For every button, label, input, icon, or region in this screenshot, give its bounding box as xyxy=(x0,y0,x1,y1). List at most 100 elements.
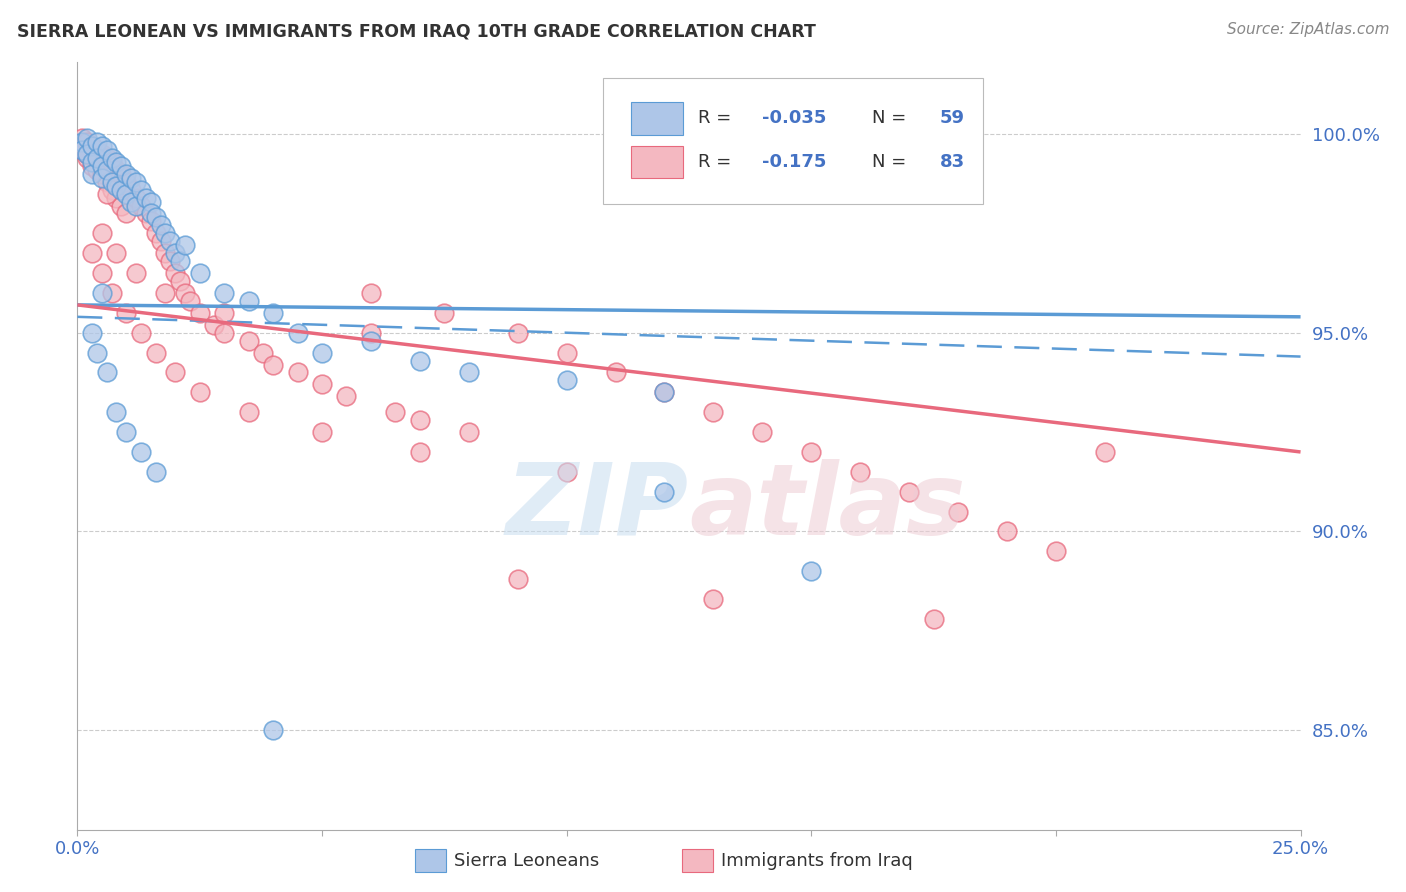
Point xyxy=(110,159,132,173)
Text: Source: ZipAtlas.com: Source: ZipAtlas.com xyxy=(1226,22,1389,37)
Point xyxy=(86,345,108,359)
Point xyxy=(115,206,138,220)
Point xyxy=(80,139,103,153)
Text: Sierra Leoneans: Sierra Leoneans xyxy=(454,852,599,870)
Point xyxy=(90,167,112,181)
Point xyxy=(76,151,98,165)
Point xyxy=(139,194,162,209)
Point xyxy=(360,334,382,348)
Text: -0.175: -0.175 xyxy=(762,153,827,171)
Point xyxy=(311,345,333,359)
Point xyxy=(96,175,118,189)
Point xyxy=(100,151,122,165)
Point xyxy=(165,246,187,260)
Point xyxy=(174,238,197,252)
Point xyxy=(96,143,118,157)
Point xyxy=(90,139,112,153)
Point xyxy=(605,366,627,380)
Point xyxy=(165,366,187,380)
Point xyxy=(174,285,197,300)
Text: N =: N = xyxy=(873,153,912,171)
Bar xyxy=(631,146,683,178)
Point xyxy=(1045,544,1067,558)
Point xyxy=(76,135,98,149)
Point xyxy=(129,445,152,459)
Point xyxy=(159,254,181,268)
Point xyxy=(105,162,128,177)
Point xyxy=(145,227,167,241)
Point xyxy=(898,484,921,499)
Text: -0.035: -0.035 xyxy=(762,110,827,128)
Point xyxy=(155,227,177,241)
Point xyxy=(335,389,357,403)
Point xyxy=(70,143,93,157)
Point xyxy=(149,219,172,233)
Text: 59: 59 xyxy=(939,110,965,128)
Point xyxy=(110,198,132,212)
Text: SIERRA LEONEAN VS IMMIGRANTS FROM IRAQ 10TH GRADE CORRELATION CHART: SIERRA LEONEAN VS IMMIGRANTS FROM IRAQ 1… xyxy=(17,22,815,40)
Point xyxy=(115,425,138,439)
Point xyxy=(139,214,162,228)
Point xyxy=(409,445,432,459)
Point xyxy=(120,194,142,209)
Point xyxy=(90,146,112,161)
Point xyxy=(212,306,235,320)
Point xyxy=(125,191,148,205)
Point xyxy=(100,285,122,300)
Point xyxy=(457,366,479,380)
Point xyxy=(80,154,103,169)
Point xyxy=(70,143,93,157)
Point xyxy=(995,524,1018,539)
Point xyxy=(159,235,181,249)
Point xyxy=(287,366,309,380)
Text: R =: R = xyxy=(697,110,737,128)
Point xyxy=(80,167,103,181)
Point xyxy=(76,131,98,145)
Point xyxy=(409,353,432,368)
Point xyxy=(86,135,108,149)
Point xyxy=(262,358,284,372)
Point xyxy=(360,285,382,300)
Point xyxy=(70,135,93,149)
Point xyxy=(120,170,142,185)
Point xyxy=(169,274,191,288)
Point xyxy=(105,154,128,169)
Point xyxy=(202,318,225,332)
Point xyxy=(145,211,167,225)
Point xyxy=(90,285,112,300)
Point xyxy=(100,175,122,189)
Point xyxy=(80,139,103,153)
Point xyxy=(188,266,211,280)
Point xyxy=(654,385,676,400)
Bar xyxy=(631,103,683,135)
Point xyxy=(252,345,274,359)
Point xyxy=(96,162,118,177)
Point xyxy=(702,405,724,419)
Point xyxy=(129,183,152,197)
Point xyxy=(90,266,112,280)
Point xyxy=(96,186,118,201)
Point xyxy=(96,151,118,165)
Point xyxy=(105,246,128,260)
Point xyxy=(135,191,157,205)
Point xyxy=(212,326,235,340)
Point xyxy=(555,373,578,387)
Point xyxy=(654,484,676,499)
Point xyxy=(129,198,152,212)
Point xyxy=(433,306,456,320)
Point xyxy=(149,235,172,249)
Point xyxy=(86,162,108,177)
Point xyxy=(86,151,108,165)
FancyBboxPatch shape xyxy=(603,78,983,204)
Point xyxy=(105,191,128,205)
Point xyxy=(129,326,152,340)
Point xyxy=(145,345,167,359)
Point xyxy=(80,326,103,340)
Point xyxy=(165,266,187,280)
Point xyxy=(311,425,333,439)
Point xyxy=(384,405,406,419)
Point xyxy=(115,186,138,201)
Point xyxy=(238,293,260,308)
Point xyxy=(76,146,98,161)
Text: Immigrants from Iraq: Immigrants from Iraq xyxy=(721,852,912,870)
